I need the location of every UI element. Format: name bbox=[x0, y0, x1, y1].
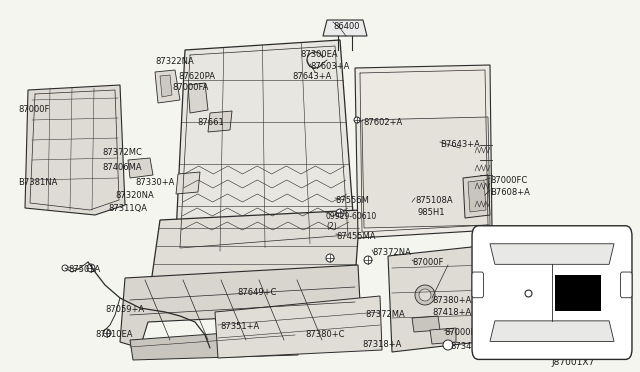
Polygon shape bbox=[490, 244, 614, 264]
Text: 87649+C: 87649+C bbox=[237, 288, 276, 297]
Circle shape bbox=[62, 265, 68, 271]
Polygon shape bbox=[208, 111, 232, 132]
Polygon shape bbox=[188, 83, 208, 113]
Polygon shape bbox=[362, 117, 490, 228]
Text: 87372MA: 87372MA bbox=[365, 310, 404, 319]
Text: 87620PA: 87620PA bbox=[178, 72, 215, 81]
Text: 87000FB: 87000FB bbox=[444, 328, 481, 337]
Text: 87501A: 87501A bbox=[68, 265, 100, 274]
Polygon shape bbox=[176, 172, 200, 194]
Polygon shape bbox=[412, 316, 440, 332]
Text: 87000FC: 87000FC bbox=[490, 176, 527, 185]
Polygon shape bbox=[468, 180, 486, 212]
Polygon shape bbox=[215, 296, 382, 358]
Circle shape bbox=[415, 285, 435, 305]
Polygon shape bbox=[120, 265, 362, 348]
Text: 87372NA: 87372NA bbox=[372, 248, 411, 257]
FancyBboxPatch shape bbox=[472, 272, 483, 298]
Text: 87348EA: 87348EA bbox=[450, 342, 488, 351]
Text: 87455MA: 87455MA bbox=[336, 232, 376, 241]
Text: 87059+A: 87059+A bbox=[105, 305, 144, 314]
Polygon shape bbox=[430, 328, 456, 344]
Text: 87300EA: 87300EA bbox=[300, 50, 338, 59]
Text: 87311QA: 87311QA bbox=[108, 204, 147, 213]
Text: 87010EA: 87010EA bbox=[95, 330, 132, 339]
Text: 87372MC: 87372MC bbox=[102, 148, 142, 157]
FancyBboxPatch shape bbox=[621, 272, 632, 298]
Text: J87001X7: J87001X7 bbox=[552, 358, 595, 367]
Text: 875108A: 875108A bbox=[415, 196, 452, 205]
Text: 87602+A: 87602+A bbox=[363, 118, 403, 127]
Text: 87406MA: 87406MA bbox=[102, 163, 141, 172]
Text: B7608+A: B7608+A bbox=[490, 188, 530, 197]
Circle shape bbox=[336, 209, 344, 217]
Polygon shape bbox=[490, 321, 614, 341]
Polygon shape bbox=[463, 175, 490, 218]
Text: 87556M: 87556M bbox=[335, 196, 369, 205]
Text: 09919-60610: 09919-60610 bbox=[326, 212, 377, 221]
Text: 87000F: 87000F bbox=[412, 258, 444, 267]
Text: 87330+A: 87330+A bbox=[135, 178, 174, 187]
Text: 87380+C: 87380+C bbox=[305, 330, 344, 339]
Text: 87418+A: 87418+A bbox=[432, 308, 471, 317]
Polygon shape bbox=[323, 20, 367, 36]
Text: 87000F: 87000F bbox=[18, 105, 49, 114]
FancyBboxPatch shape bbox=[472, 226, 632, 359]
Text: (2): (2) bbox=[326, 222, 337, 231]
Text: 86400: 86400 bbox=[333, 22, 360, 31]
Circle shape bbox=[87, 264, 95, 272]
Text: 87322NA: 87322NA bbox=[155, 57, 194, 66]
Polygon shape bbox=[175, 40, 355, 255]
Text: 87351+A: 87351+A bbox=[220, 322, 259, 331]
Polygon shape bbox=[150, 210, 360, 290]
Text: 87380+A: 87380+A bbox=[432, 296, 472, 305]
Text: B7643+A: B7643+A bbox=[440, 140, 480, 149]
Text: 87318+A: 87318+A bbox=[362, 340, 401, 349]
Text: 87643+A: 87643+A bbox=[292, 72, 332, 81]
Polygon shape bbox=[388, 245, 496, 352]
Polygon shape bbox=[355, 65, 492, 238]
Bar bbox=[556, 275, 601, 311]
Circle shape bbox=[419, 289, 431, 301]
Circle shape bbox=[103, 329, 111, 337]
Polygon shape bbox=[128, 158, 153, 178]
Text: B7381NA: B7381NA bbox=[18, 178, 58, 187]
Polygon shape bbox=[155, 70, 180, 103]
Circle shape bbox=[326, 254, 334, 262]
Text: 87320NA: 87320NA bbox=[115, 191, 154, 200]
Polygon shape bbox=[160, 75, 172, 97]
Text: 985H1: 985H1 bbox=[418, 208, 445, 217]
Circle shape bbox=[354, 117, 360, 123]
Circle shape bbox=[364, 256, 372, 264]
Polygon shape bbox=[130, 328, 298, 360]
Text: 87000FA: 87000FA bbox=[172, 83, 209, 92]
Circle shape bbox=[443, 340, 453, 350]
Text: 87603+A: 87603+A bbox=[310, 62, 349, 71]
Text: 87661: 87661 bbox=[197, 118, 224, 127]
Polygon shape bbox=[25, 85, 125, 215]
